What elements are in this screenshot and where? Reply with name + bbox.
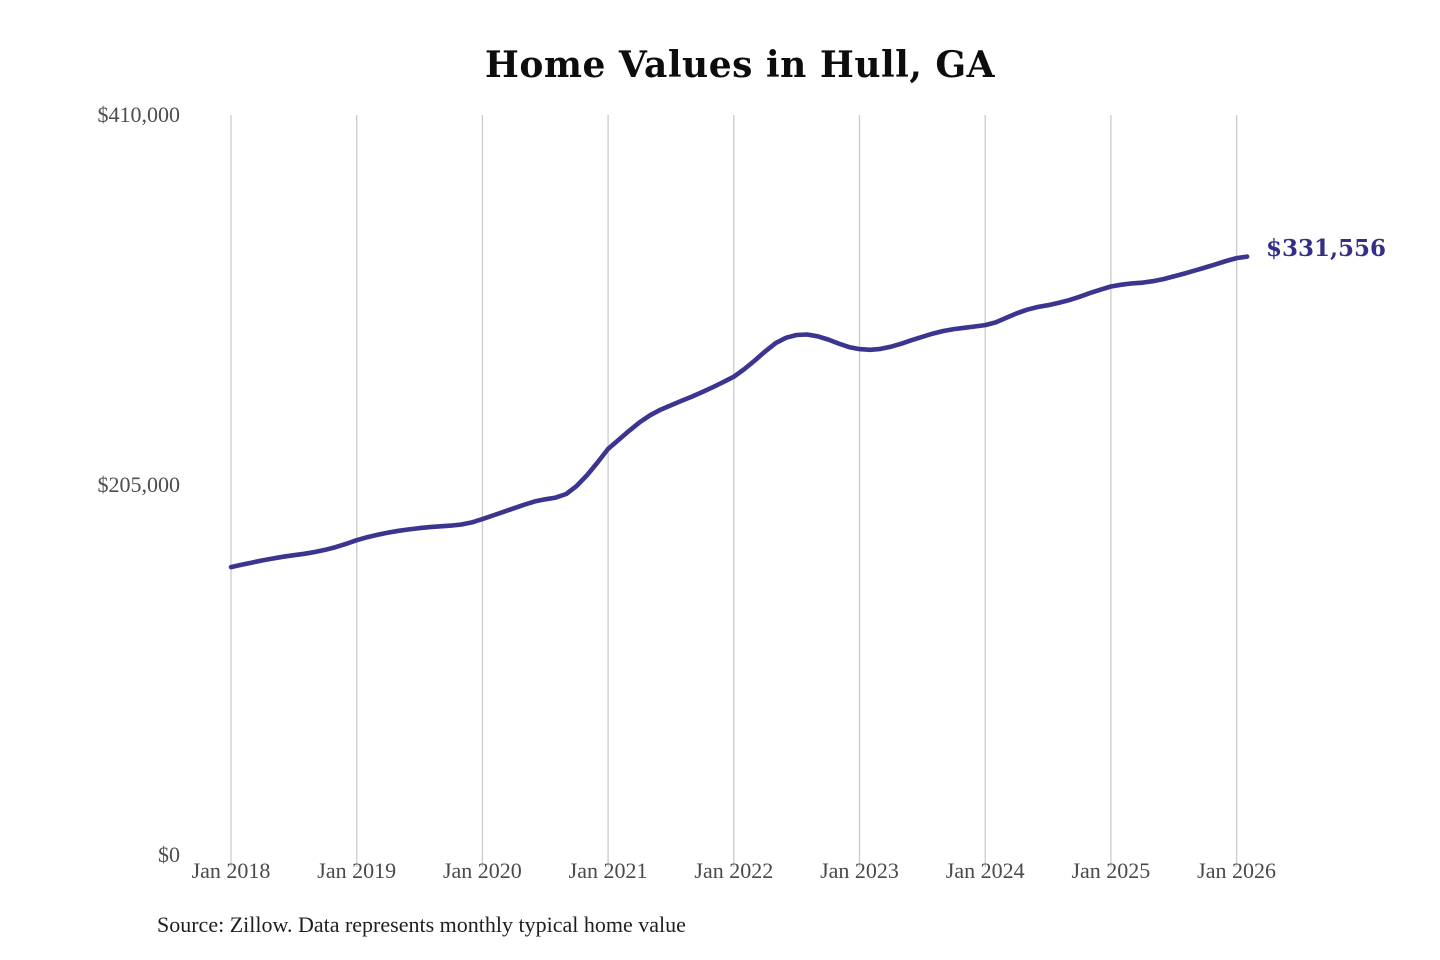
y-axis-label-0: $0	[158, 842, 180, 867]
x-axis-label: Jan 2018	[191, 858, 271, 883]
x-axis-label: Jan 2023	[820, 858, 899, 883]
x-axis-label: Jan 2021	[568, 858, 648, 883]
y-axis-label-410000: $410,000	[97, 102, 181, 127]
home-value-line	[228, 254, 1250, 570]
x-axis-label: Jan 2024	[945, 858, 1025, 883]
source-note: Source: Zillow. Data represents monthly …	[157, 912, 686, 937]
chart-title: Home Values in Hull, GA	[484, 44, 996, 86]
x-axis-label: Jan 2020	[442, 858, 522, 883]
final-value-label: $331,556	[1266, 235, 1387, 262]
x-axis-label: Jan 2026	[1197, 858, 1277, 883]
x-axis-label: Jan 2019	[317, 858, 397, 883]
y-axis-label-205000: $205,000	[97, 472, 181, 497]
x-axis-label: Jan 2022	[694, 858, 774, 883]
gridlines	[230, 115, 1238, 867]
x-axis-label: Jan 2025	[1071, 858, 1151, 883]
